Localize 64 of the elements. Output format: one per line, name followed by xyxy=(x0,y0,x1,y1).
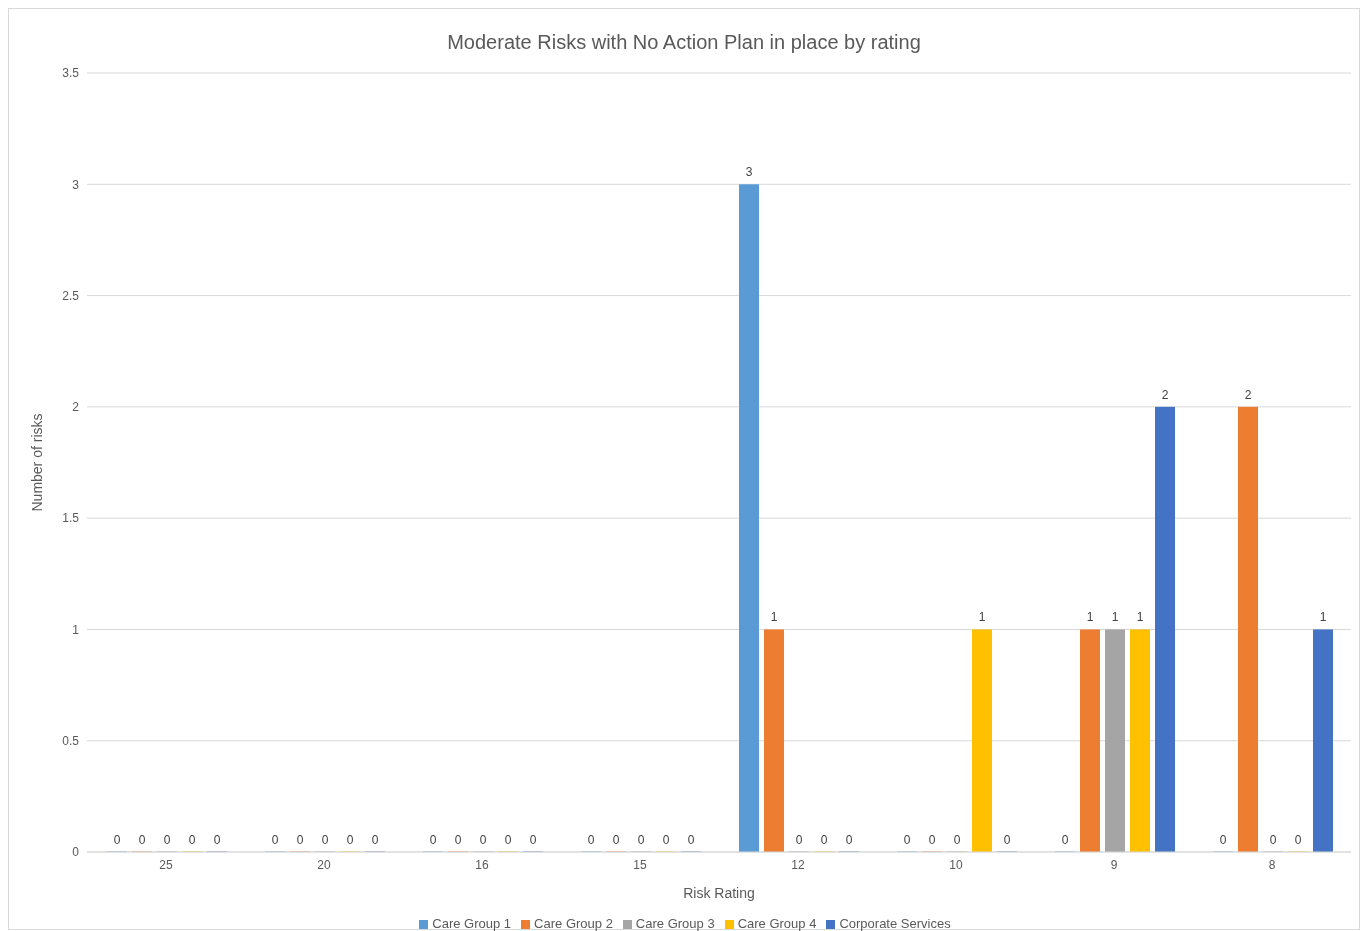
legend-label: Care Group 3 xyxy=(635,916,715,931)
data-label: 0 xyxy=(1219,833,1227,847)
data-label: 0 xyxy=(188,833,196,847)
x-tick-label: 9 xyxy=(1110,857,1118,872)
data-label: 0 xyxy=(504,833,512,847)
x-tick-label: 16 xyxy=(475,857,489,872)
x-tick-label: 8 xyxy=(1268,857,1276,872)
data-label: 0 xyxy=(529,833,537,847)
data-label: 0 xyxy=(612,833,620,847)
y-tick-label: 3.5 xyxy=(62,66,80,81)
data-label: 1 xyxy=(978,610,986,625)
y-tick-label: 3 xyxy=(72,177,80,192)
data-label: 0 xyxy=(845,833,853,847)
legend-label: Corporate Services xyxy=(839,916,951,931)
chart-title: Moderate Risks with No Action Plan in place by rating xyxy=(446,31,922,55)
data-label: 1 xyxy=(1086,610,1094,625)
x-tick-label: 15 xyxy=(633,857,647,872)
y-tick-label: 0.5 xyxy=(62,733,80,748)
data-label: 1 xyxy=(1319,610,1327,625)
data-label: 3 xyxy=(745,165,753,180)
data-label: 0 xyxy=(454,833,462,847)
data-label: 0 xyxy=(687,833,695,847)
data-label: 1 xyxy=(1111,610,1119,625)
data-label: 0 xyxy=(953,833,961,847)
y-axis-title: Number of risks xyxy=(28,413,45,512)
data-label: 0 xyxy=(662,833,670,847)
data-label: 0 xyxy=(429,833,437,847)
data-label: 0 xyxy=(296,833,304,847)
data-label: 0 xyxy=(346,833,354,847)
data-label: 0 xyxy=(1294,833,1302,847)
data-label: 0 xyxy=(903,833,911,847)
data-label: 1 xyxy=(770,610,778,625)
data-label: 0 xyxy=(138,833,146,847)
data-label: 0 xyxy=(820,833,828,847)
x-tick-label: 20 xyxy=(317,857,331,872)
data-label: 0 xyxy=(928,833,936,847)
data-label: 0 xyxy=(587,833,595,847)
x-tick-label: 25 xyxy=(159,857,173,872)
y-tick-label: 2.5 xyxy=(62,288,80,303)
data-label: 0 xyxy=(1003,833,1011,847)
x-axis-title: Risk Rating xyxy=(683,885,755,901)
data-label: 0 xyxy=(163,833,171,847)
y-tick-label: 1 xyxy=(72,622,80,637)
data-label: 0 xyxy=(321,833,329,847)
y-tick-label: 1.5 xyxy=(62,511,80,526)
legend-label: Care Group 1 xyxy=(432,916,512,931)
y-tick-label: 0 xyxy=(72,845,80,860)
legend-label: Care Group 4 xyxy=(737,916,817,931)
data-label: 2 xyxy=(1161,387,1169,402)
data-label: 2 xyxy=(1244,387,1252,402)
data-label: 0 xyxy=(1269,833,1277,847)
data-label: 0 xyxy=(271,833,279,847)
data-label: 0 xyxy=(213,833,221,847)
data-label: 0 xyxy=(637,833,645,847)
data-label: 1 xyxy=(1136,610,1144,625)
data-label: 0 xyxy=(371,833,379,847)
x-tick-label: 12 xyxy=(791,857,805,872)
data-label: 0 xyxy=(113,833,121,847)
y-tick-label: 2 xyxy=(72,400,80,415)
data-label: 0 xyxy=(1061,833,1069,847)
x-tick-label: 10 xyxy=(949,857,963,872)
data-label: 0 xyxy=(479,833,487,847)
legend-label: Care Group 2 xyxy=(534,916,613,931)
data-label: 0 xyxy=(795,833,803,847)
